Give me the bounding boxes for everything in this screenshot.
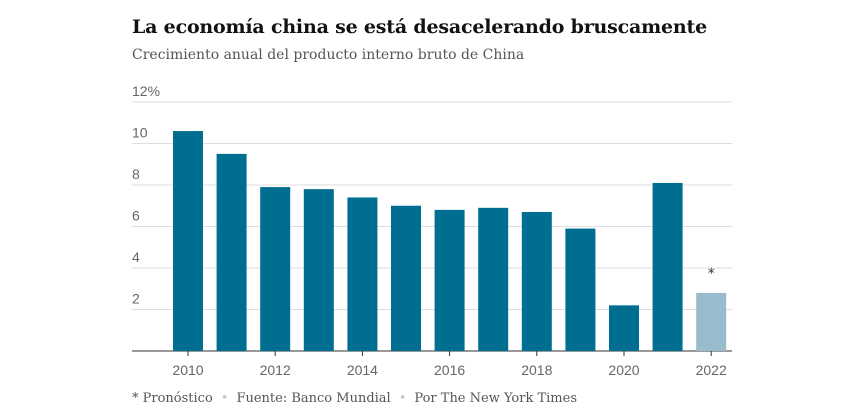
x-tick-label: 2020 [608, 362, 639, 378]
y-tick-label: 8 [132, 166, 140, 182]
credit-note: Por The New York Times [414, 391, 577, 406]
source-note: Fuente: Banco Mundial [236, 391, 391, 406]
bar [434, 209, 465, 351]
y-tick-label: 4 [132, 249, 140, 265]
separator-dot: • [220, 391, 229, 406]
chart-subtitle: Crecimiento anual del producto interno b… [132, 47, 525, 63]
bars [173, 131, 727, 351]
bar [652, 182, 683, 351]
bar-forecast [696, 292, 727, 351]
bar [478, 207, 509, 351]
bar [216, 153, 247, 351]
bar [260, 187, 291, 351]
bar-chart: 2 4 6 8 10 12% * 2010 2012 2014 2016 2018 2020 2022 [132, 83, 732, 378]
x-tick-label: 2022 [696, 362, 727, 378]
y-tick-label: 10 [132, 125, 148, 141]
bar [521, 211, 552, 351]
x-tick-label: 2010 [172, 362, 203, 378]
forecast-asterisk: * [708, 266, 715, 282]
x-tick-label: 2014 [347, 362, 378, 378]
axis-labels: 2 4 6 8 10 12% * 2010 2012 2014 2016 2018 2020 2022 [132, 83, 727, 378]
bar [609, 305, 639, 351]
bar [303, 189, 334, 351]
chart-title: La economía china se está desacelerando … [132, 16, 707, 38]
x-tick-label: 2018 [521, 362, 552, 378]
y-tick-label: 6 [132, 208, 140, 224]
footnote-forecast: * Pronóstico [132, 391, 213, 406]
bar [173, 131, 203, 351]
y-tick-label: 12% [132, 83, 160, 99]
x-tick-label: 2016 [434, 362, 465, 378]
y-tick-label: 2 [132, 291, 140, 307]
footer: * Pronóstico • Fuente: Banco Mundial • Por T… [132, 391, 577, 406]
bar [347, 197, 378, 351]
bar [565, 228, 596, 351]
bar [391, 205, 421, 351]
x-tick-label: 2012 [260, 362, 291, 378]
separator-dot: • [398, 391, 407, 406]
